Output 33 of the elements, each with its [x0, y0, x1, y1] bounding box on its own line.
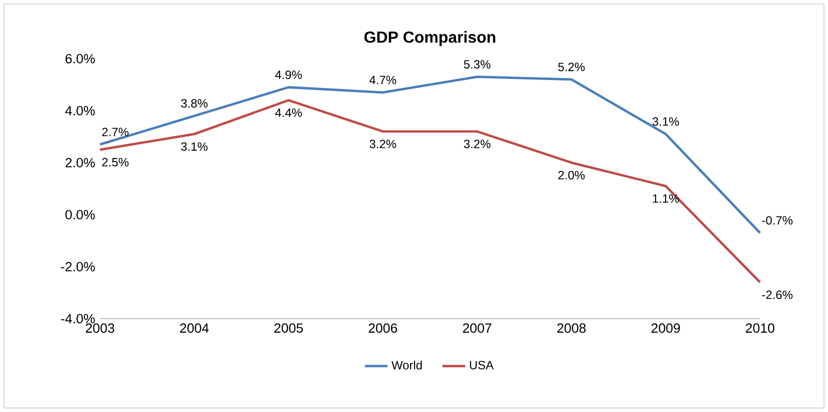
data-label: 3.1% — [181, 142, 208, 151]
x-tick-label: 2010 — [746, 323, 774, 333]
data-label: 3.2% — [370, 140, 396, 148]
data-label: 4.4% — [275, 108, 302, 117]
y-tick-label: -4.0% — [61, 314, 95, 324]
data-label: 4.9% — [275, 70, 302, 79]
x-tick-label: 2007 — [462, 323, 492, 333]
legend-label: USA — [470, 360, 494, 370]
x-tick-label: 2004 — [180, 323, 209, 333]
x-tick-label: 2008 — [557, 323, 586, 333]
x-tick-label: 2009 — [652, 323, 680, 333]
data-label: 3.8% — [181, 99, 208, 108]
data-label: -0.7% — [762, 216, 793, 225]
legend-label: World — [392, 360, 422, 370]
y-tick-label: 4.0% — [65, 106, 95, 116]
data-label: 5.2% — [558, 62, 585, 72]
line-series — [98, 99, 762, 284]
data-label: 3.2% — [464, 140, 490, 148]
chart-title: GDP Comparison — [364, 31, 496, 46]
data-label: 2.7% — [102, 128, 129, 136]
x-tick-label: 2006 — [368, 323, 398, 333]
data-label: 5.3% — [464, 60, 490, 69]
y-tick-label: 6.0% — [66, 54, 95, 64]
data-label: 2.0% — [558, 170, 585, 180]
x-tick-label: 2003 — [86, 323, 114, 333]
data-label: 3.1% — [652, 117, 679, 126]
y-tick-label: -2.0% — [61, 262, 95, 272]
x-tick-label: 2005 — [274, 323, 303, 333]
data-label: 4.7% — [369, 76, 396, 84]
y-tick-label: 0.0% — [65, 210, 95, 220]
y-tick-label: 2.0% — [66, 158, 95, 168]
data-label: 2.5% — [102, 158, 129, 166]
data-label: -2.6% — [762, 290, 793, 300]
